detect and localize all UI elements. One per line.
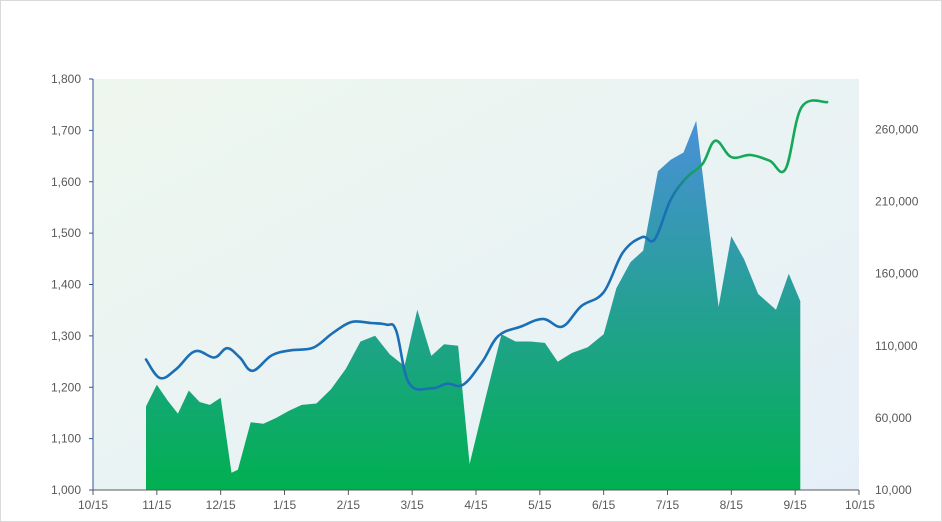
x-tick-label: 2/15: [337, 498, 361, 512]
right-y-tick-label: 60,000: [875, 411, 912, 425]
volume-area-series: [146, 120, 801, 491]
left-y-tick-label: 1,600: [51, 175, 81, 189]
left-y-tick-label: 1,200: [51, 380, 81, 394]
x-tick-label: 6/15: [592, 498, 616, 512]
x-axis-ticks: 10/15 11/15 12/15 1/15 2/15 3/15 4/15 5/15 6/15 7…: [78, 490, 875, 512]
x-tick-label: 9/15: [783, 498, 807, 512]
left-y-tick-label: 1,000: [51, 483, 81, 497]
left-y-tick-label: 1,400: [51, 278, 81, 292]
price-line-series: [144, 99, 829, 391]
right-y-tick-label: 260,000: [875, 122, 919, 136]
x-tick-label: 10/15: [78, 498, 108, 512]
left-y-tick-label: 1,500: [51, 226, 81, 240]
x-tick-label: 10/15: [845, 498, 875, 512]
left-y-axis-ticks: 1,000 1,100 1,200 1,300 1,400 1,500 1,600 1,700…: [51, 72, 93, 497]
left-y-tick-label: 1,300: [51, 329, 81, 343]
x-tick-label: 12/15: [206, 498, 236, 512]
right-y-tick-label: 110,000: [875, 339, 918, 353]
x-tick-label: 3/15: [400, 498, 424, 512]
left-y-tick-label: 1,800: [51, 72, 81, 86]
x-tick-label: 5/15: [528, 498, 552, 512]
right-y-tick-label: 10,000: [875, 483, 912, 497]
right-y-tick-label: 210,000: [875, 195, 919, 209]
left-y-tick-label: 1,100: [51, 432, 81, 446]
x-tick-label: 7/15: [656, 498, 680, 512]
x-tick-label: 8/15: [720, 498, 744, 512]
x-tick-label: 11/15: [142, 498, 171, 512]
right-y-tick-label: 160,000: [875, 267, 919, 281]
right-y-axis-ticks: 10,000 60,000 110,000 160,000 210,000 260,000: [875, 122, 919, 497]
x-tick-label: 4/15: [464, 498, 488, 512]
left-y-tick-label: 1,700: [51, 123, 81, 137]
x-tick-label: 1/15: [273, 498, 297, 512]
